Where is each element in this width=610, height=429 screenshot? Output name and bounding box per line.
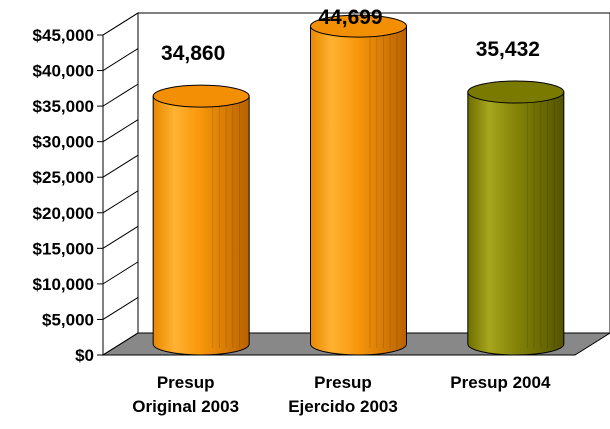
data-label: 35,432	[476, 38, 540, 61]
y-axis: $0 $5,000 $10,000 $15,000 $20,000 $25,000 $30,…	[33, 12, 139, 365]
bar-top	[152, 84, 250, 108]
side-gridline	[102, 12, 139, 36]
y-tick-label: $35,000	[33, 97, 94, 116]
side-gridline	[102, 190, 139, 214]
data-labels: 34,860 44,699 35,432	[161, 6, 540, 65]
side-gridline	[102, 297, 139, 320]
side-gridline	[102, 119, 139, 143]
side-gridline	[102, 225, 139, 249]
x-axis: Presup Original 2003 Presup Ejercido 2003 Pr…	[132, 373, 551, 416]
bar	[467, 80, 565, 356]
y-tick-label: $10,000	[33, 275, 94, 294]
side-wall	[102, 12, 139, 356]
bar-body	[152, 95, 250, 356]
data-label: 34,860	[161, 42, 225, 65]
side-gridline	[102, 48, 139, 71]
y-tick-label: $25,000	[33, 168, 94, 187]
bar	[152, 84, 250, 356]
y-tick-label: $40,000	[33, 62, 94, 81]
data-label: 44,699	[318, 6, 382, 29]
y-tick-label: $30,000	[33, 133, 94, 152]
y-tick-label: $45,000	[33, 26, 94, 45]
y-tick-label: $5,000	[42, 310, 94, 329]
bar-body	[310, 25, 407, 356]
side-gridline	[102, 83, 139, 107]
y-tick-label: $15,000	[33, 239, 94, 258]
y-tick-label: $0	[75, 346, 94, 365]
bar-top	[310, 14, 407, 38]
bars	[152, 14, 565, 356]
x-tick-label: Presup 2004	[450, 373, 551, 392]
x-tick-label: Presup Original 2003	[132, 373, 239, 416]
side-gridline	[102, 261, 139, 285]
bar-top	[467, 80, 565, 104]
bar	[310, 14, 407, 356]
x-tick-label: Presup Ejercido 2003	[288, 373, 398, 416]
y-tick-label: $20,000	[33, 204, 94, 223]
side-gridline	[102, 154, 139, 178]
side-gridline	[102, 332, 139, 356]
bar-body	[467, 91, 565, 356]
